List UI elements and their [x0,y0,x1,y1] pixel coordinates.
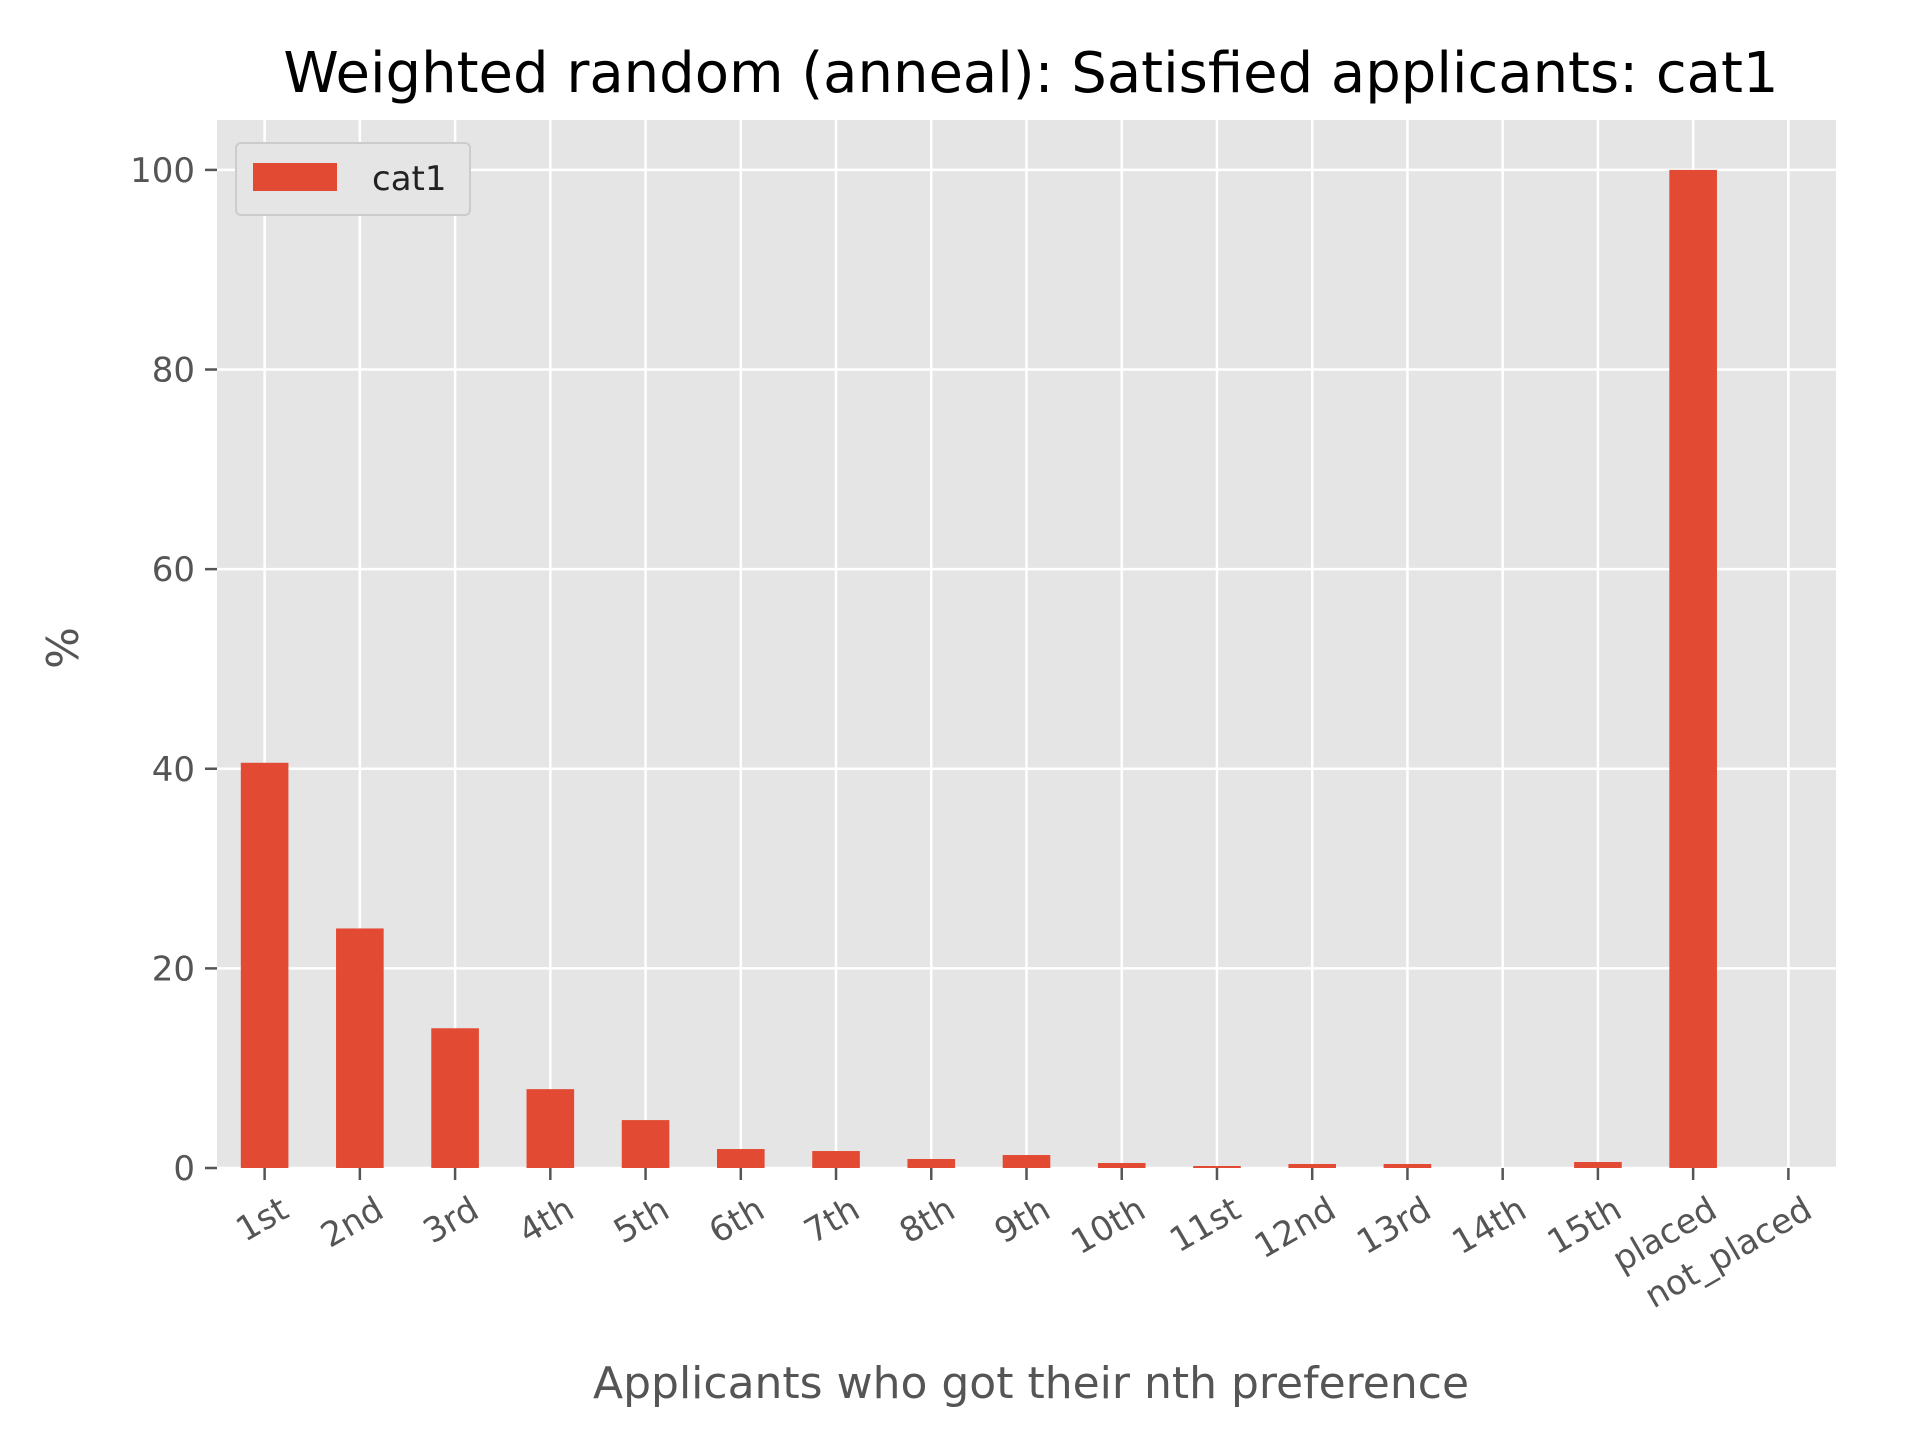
bar-12nd [1288,1164,1337,1168]
y-axis: 0 20 40 60 80 100 [130,151,217,1189]
y-tick-label: 60 [152,550,195,590]
bar-6th [716,1149,765,1168]
bar-15th [1574,1162,1622,1168]
x-tick-label: 14th [1445,1189,1533,1263]
x-axis: 1st 2nd 3rd 4th 5th 6th 7th 8th 9th 10th 11st 12nd 1… [229,1168,1819,1317]
x-tick-label: 3rd [417,1189,486,1252]
bar-8th [907,1159,956,1168]
bar-2nd [336,928,384,1168]
bar-11st [1193,1166,1241,1168]
bar-7th [812,1151,860,1168]
bar-9th [1002,1155,1051,1168]
x-tick-label: 13rd [1350,1189,1438,1263]
x-axis-title: Applicants who got their nth preference [593,1358,1469,1409]
x-tick-label: 7th [798,1189,867,1252]
y-axis-title: % [38,627,89,669]
x-tick-label: 12nd [1248,1189,1343,1267]
x-tick-label: 2nd [314,1189,390,1256]
legend-box [235,142,471,216]
x-tick-label: 8th [893,1189,962,1252]
x-tick-label: 11st [1163,1189,1247,1261]
y-tick-label: 20 [152,949,195,989]
y-tick-label: 0 [173,1149,195,1189]
bar-13rd [1383,1164,1432,1168]
y-tick-label: 100 [130,151,195,191]
bar-1st [240,762,289,1168]
y-tick-label: 40 [152,750,195,790]
bars [240,169,1717,1168]
legend-label: cat1 [372,159,447,199]
x-tick-label: 1st [229,1189,295,1250]
x-tick-label: 4th [512,1189,581,1252]
y-tick-label: 80 [152,351,195,391]
bar-10th [1097,1163,1146,1168]
bar-placed [1669,169,1717,1168]
legend-swatch [253,163,337,191]
x-tick-label: 6th [702,1189,771,1252]
chart-title: Weighted random (anneal): Satisfied appl… [283,41,1778,106]
x-tick-label: 5th [607,1189,676,1252]
bar-4th [526,1089,575,1168]
bar-3rd [431,1028,479,1168]
x-tick-label: 9th [988,1189,1057,1252]
bar-5th [621,1120,670,1168]
legend: cat1 [235,142,471,216]
x-tick-label: 10th [1065,1189,1153,1263]
